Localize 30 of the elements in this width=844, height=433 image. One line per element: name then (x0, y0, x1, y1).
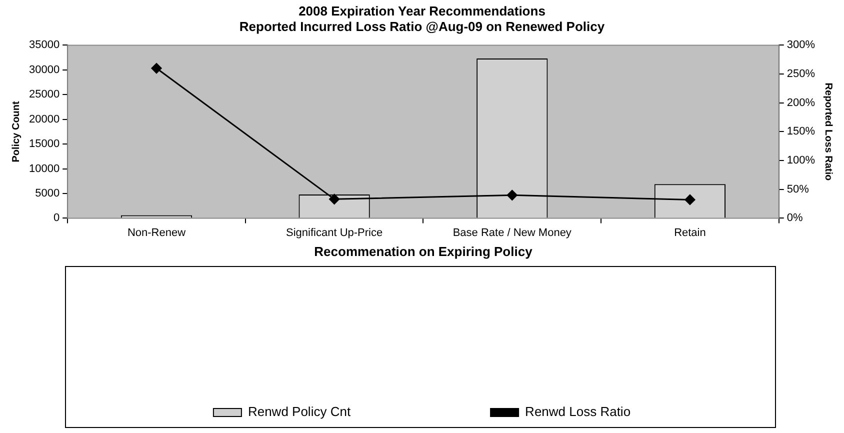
y-tick-label: 30000 (28, 64, 60, 76)
y2-tick-label: 0% (786, 212, 803, 224)
y2-tick-label: 150% (786, 126, 816, 138)
y-tick-label: 10000 (28, 162, 60, 175)
point (329, 194, 340, 204)
y-tick-label: 5000 (35, 188, 60, 200)
chart-title: 2008 Expiration Year Recommendations (298, 3, 546, 18)
legend-label: Renwd Policy Cnt (248, 404, 351, 420)
y-tick-label: 35000 (28, 39, 60, 52)
y2-tick-label: 200% (786, 96, 816, 109)
y-tick-label: 0 (53, 212, 60, 224)
y-tick-label: 15000 (28, 138, 60, 150)
legend-label: Renwd Loss Ratio (525, 404, 631, 420)
point (151, 63, 162, 74)
x-tick-label: Non-Renew (127, 226, 186, 239)
y-tick-label: 20000 (28, 113, 60, 126)
y2-axis-title: Reported Loss Ratio (822, 82, 834, 181)
y2-tick-label: 250% (786, 68, 816, 80)
point (684, 194, 696, 205)
y-axis-title: Policy Count (10, 100, 22, 162)
chart-subtitle: Reported Incurred Loss Ratio @Aug-09 on Renewed Policy (239, 18, 606, 34)
x-tick-label: Retain (674, 226, 706, 239)
x-tick-label: Significant Up-Price (286, 226, 383, 239)
y2-tick-label: 100% (786, 154, 816, 167)
y2-tick-label: 300% (786, 39, 816, 52)
x-tick-label: Base Rate / New Money (452, 226, 572, 239)
y-tick-label: 25000 (28, 88, 60, 101)
y2-tick-label: 50% (786, 183, 810, 196)
point (506, 190, 518, 200)
x-axis-title: Recommenation on Expiring Policy (314, 244, 534, 259)
